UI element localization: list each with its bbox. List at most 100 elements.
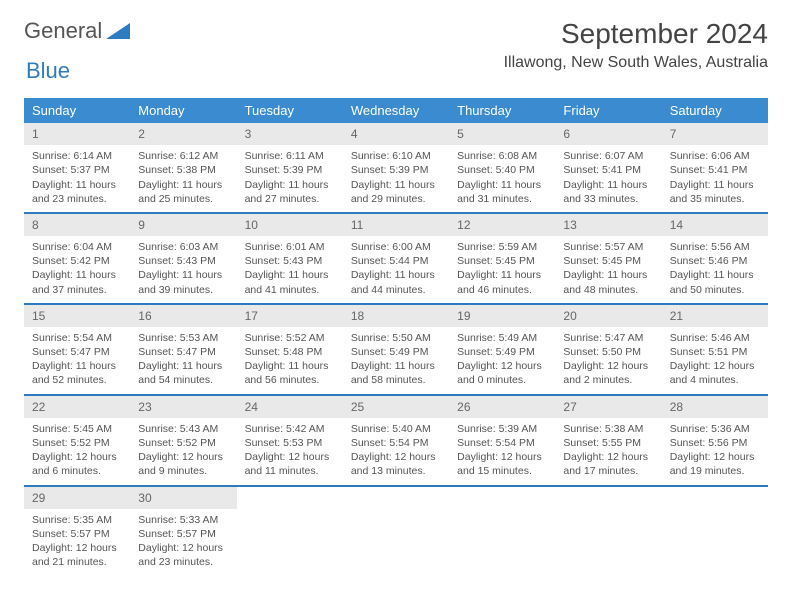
day-cell: 9Sunrise: 6:03 AMSunset: 5:43 PMDaylight…: [130, 214, 236, 303]
sunrise-text: Sunrise: 5:45 AM: [32, 422, 122, 436]
sunrise-text: Sunrise: 6:06 AM: [670, 149, 760, 163]
daylight-text: Daylight: 12 hours and 17 minutes.: [563, 450, 653, 478]
week-row: 22Sunrise: 5:45 AMSunset: 5:52 PMDayligh…: [24, 396, 768, 487]
day-cell: 7Sunrise: 6:06 AMSunset: 5:41 PMDaylight…: [662, 123, 768, 212]
day-body: Sunrise: 6:06 AMSunset: 5:41 PMDaylight:…: [662, 145, 768, 212]
day-number: 28: [662, 396, 768, 418]
daylight-text: Daylight: 12 hours and 9 minutes.: [138, 450, 228, 478]
day-body: Sunrise: 6:11 AMSunset: 5:39 PMDaylight:…: [237, 145, 343, 212]
day-body: Sunrise: 6:04 AMSunset: 5:42 PMDaylight:…: [24, 236, 130, 303]
day-cell: 3Sunrise: 6:11 AMSunset: 5:39 PMDaylight…: [237, 123, 343, 212]
day-cell: 19Sunrise: 5:49 AMSunset: 5:49 PMDayligh…: [449, 305, 555, 394]
daylight-text: Daylight: 12 hours and 13 minutes.: [351, 450, 441, 478]
sunset-text: Sunset: 5:49 PM: [351, 345, 441, 359]
day-cell: 28Sunrise: 5:36 AMSunset: 5:56 PMDayligh…: [662, 396, 768, 485]
sunset-text: Sunset: 5:47 PM: [32, 345, 122, 359]
daylight-text: Daylight: 11 hours and 50 minutes.: [670, 268, 760, 296]
sunset-text: Sunset: 5:43 PM: [138, 254, 228, 268]
day-number: 3: [237, 123, 343, 145]
daylight-text: Daylight: 11 hours and 29 minutes.: [351, 178, 441, 206]
day-number: 12: [449, 214, 555, 236]
day-number: 14: [662, 214, 768, 236]
day-cell: 6Sunrise: 6:07 AMSunset: 5:41 PMDaylight…: [555, 123, 661, 212]
day-body: Sunrise: 6:01 AMSunset: 5:43 PMDaylight:…: [237, 236, 343, 303]
sunset-text: Sunset: 5:43 PM: [245, 254, 335, 268]
daylight-text: Daylight: 12 hours and 4 minutes.: [670, 359, 760, 387]
sunset-text: Sunset: 5:45 PM: [563, 254, 653, 268]
sunset-text: Sunset: 5:37 PM: [32, 163, 122, 177]
day-body: Sunrise: 5:45 AMSunset: 5:52 PMDaylight:…: [24, 418, 130, 485]
day-body: Sunrise: 6:08 AMSunset: 5:40 PMDaylight:…: [449, 145, 555, 212]
daylight-text: Daylight: 11 hours and 35 minutes.: [670, 178, 760, 206]
day-body: Sunrise: 5:43 AMSunset: 5:52 PMDaylight:…: [130, 418, 236, 485]
day-body: Sunrise: 5:50 AMSunset: 5:49 PMDaylight:…: [343, 327, 449, 394]
sunrise-text: Sunrise: 5:35 AM: [32, 513, 122, 527]
day-header-sunday: Sunday: [24, 98, 130, 123]
day-header-wednesday: Wednesday: [343, 98, 449, 123]
day-cell: 17Sunrise: 5:52 AMSunset: 5:48 PMDayligh…: [237, 305, 343, 394]
day-number: 5: [449, 123, 555, 145]
sunrise-text: Sunrise: 5:57 AM: [563, 240, 653, 254]
sunset-text: Sunset: 5:41 PM: [563, 163, 653, 177]
day-body: Sunrise: 5:59 AMSunset: 5:45 PMDaylight:…: [449, 236, 555, 303]
sunrise-text: Sunrise: 5:40 AM: [351, 422, 441, 436]
sunrise-text: Sunrise: 5:39 AM: [457, 422, 547, 436]
day-cell: 26Sunrise: 5:39 AMSunset: 5:54 PMDayligh…: [449, 396, 555, 485]
day-header-friday: Friday: [555, 98, 661, 123]
daylight-text: Daylight: 12 hours and 19 minutes.: [670, 450, 760, 478]
sunset-text: Sunset: 5:46 PM: [670, 254, 760, 268]
day-cell: 11Sunrise: 6:00 AMSunset: 5:44 PMDayligh…: [343, 214, 449, 303]
sunrise-text: Sunrise: 5:47 AM: [563, 331, 653, 345]
sunrise-text: Sunrise: 5:36 AM: [670, 422, 760, 436]
logo-text-general: General: [24, 18, 102, 44]
day-number: 15: [24, 305, 130, 327]
day-cell: 29Sunrise: 5:35 AMSunset: 5:57 PMDayligh…: [24, 487, 130, 576]
day-cell: 10Sunrise: 6:01 AMSunset: 5:43 PMDayligh…: [237, 214, 343, 303]
day-body: Sunrise: 5:36 AMSunset: 5:56 PMDaylight:…: [662, 418, 768, 485]
day-cell: 2Sunrise: 6:12 AMSunset: 5:38 PMDaylight…: [130, 123, 236, 212]
day-body: Sunrise: 6:10 AMSunset: 5:39 PMDaylight:…: [343, 145, 449, 212]
weeks-container: 1Sunrise: 6:14 AMSunset: 5:37 PMDaylight…: [24, 123, 768, 575]
sunset-text: Sunset: 5:52 PM: [138, 436, 228, 450]
sunrise-text: Sunrise: 5:53 AM: [138, 331, 228, 345]
sunrise-text: Sunrise: 5:59 AM: [457, 240, 547, 254]
sunrise-text: Sunrise: 5:50 AM: [351, 331, 441, 345]
week-row: 1Sunrise: 6:14 AMSunset: 5:37 PMDaylight…: [24, 123, 768, 214]
daylight-text: Daylight: 11 hours and 52 minutes.: [32, 359, 122, 387]
day-cell: 30Sunrise: 5:33 AMSunset: 5:57 PMDayligh…: [130, 487, 236, 576]
day-body: Sunrise: 5:38 AMSunset: 5:55 PMDaylight:…: [555, 418, 661, 485]
daylight-text: Daylight: 11 hours and 23 minutes.: [32, 178, 122, 206]
sunrise-text: Sunrise: 6:03 AM: [138, 240, 228, 254]
day-body: Sunrise: 6:07 AMSunset: 5:41 PMDaylight:…: [555, 145, 661, 212]
sunset-text: Sunset: 5:57 PM: [138, 527, 228, 541]
day-cell: 15Sunrise: 5:54 AMSunset: 5:47 PMDayligh…: [24, 305, 130, 394]
day-cell: 27Sunrise: 5:38 AMSunset: 5:55 PMDayligh…: [555, 396, 661, 485]
daylight-text: Daylight: 11 hours and 25 minutes.: [138, 178, 228, 206]
daylight-text: Daylight: 12 hours and 15 minutes.: [457, 450, 547, 478]
day-number: 1: [24, 123, 130, 145]
daylight-text: Daylight: 11 hours and 44 minutes.: [351, 268, 441, 296]
sunrise-text: Sunrise: 5:46 AM: [670, 331, 760, 345]
day-number: 2: [130, 123, 236, 145]
day-number: 23: [130, 396, 236, 418]
daylight-text: Daylight: 11 hours and 46 minutes.: [457, 268, 547, 296]
sunset-text: Sunset: 5:51 PM: [670, 345, 760, 359]
sunset-text: Sunset: 5:44 PM: [351, 254, 441, 268]
sunset-text: Sunset: 5:39 PM: [245, 163, 335, 177]
day-cell: [555, 487, 661, 576]
day-body: Sunrise: 5:40 AMSunset: 5:54 PMDaylight:…: [343, 418, 449, 485]
daylight-text: Daylight: 11 hours and 54 minutes.: [138, 359, 228, 387]
location: Illawong, New South Wales, Australia: [504, 54, 768, 72]
day-cell: 24Sunrise: 5:42 AMSunset: 5:53 PMDayligh…: [237, 396, 343, 485]
sunrise-text: Sunrise: 5:38 AM: [563, 422, 653, 436]
day-header-thursday: Thursday: [449, 98, 555, 123]
day-body: Sunrise: 5:52 AMSunset: 5:48 PMDaylight:…: [237, 327, 343, 394]
day-number: 4: [343, 123, 449, 145]
sunrise-text: Sunrise: 6:07 AM: [563, 149, 653, 163]
sunset-text: Sunset: 5:55 PM: [563, 436, 653, 450]
day-number: 25: [343, 396, 449, 418]
sunset-text: Sunset: 5:48 PM: [245, 345, 335, 359]
sunrise-text: Sunrise: 5:52 AM: [245, 331, 335, 345]
week-row: 8Sunrise: 6:04 AMSunset: 5:42 PMDaylight…: [24, 214, 768, 305]
daylight-text: Daylight: 11 hours and 27 minutes.: [245, 178, 335, 206]
